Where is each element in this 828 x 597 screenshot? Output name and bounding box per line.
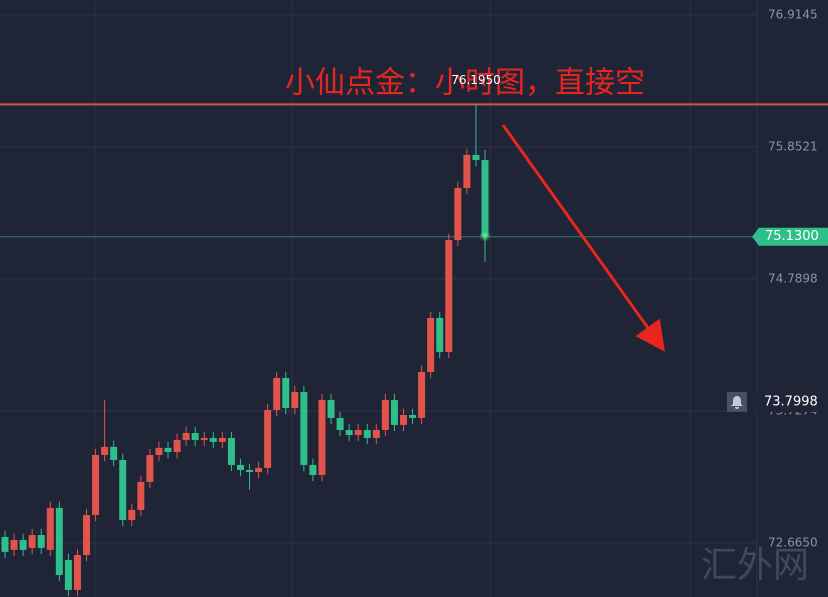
candle-body	[345, 430, 353, 435]
candle-body	[137, 481, 145, 510]
candle-body	[236, 464, 244, 471]
candle-body	[101, 446, 109, 455]
candle-body	[19, 539, 27, 550]
candle-body	[1, 536, 9, 552]
current-price-tag	[752, 227, 828, 246]
candle-body	[37, 535, 45, 548]
y-tick-label: 76.9145	[768, 7, 818, 21]
candle-body	[119, 459, 127, 520]
candle-body	[273, 377, 281, 411]
y-tick-label: 75.8521	[768, 139, 818, 153]
candle-body	[436, 317, 444, 352]
candle-body	[381, 399, 389, 431]
candle-body	[309, 464, 317, 475]
current-price-label: 75.1300	[765, 229, 819, 244]
candle-body	[472, 154, 480, 161]
candle-body	[255, 467, 263, 473]
candle-body	[390, 399, 398, 425]
candle-body	[227, 437, 235, 465]
candle-body	[291, 391, 299, 409]
y-tick-label: 74.7898	[768, 271, 818, 285]
y-tick-label: 72.6650	[768, 535, 818, 549]
candle-body	[363, 430, 371, 438]
candle-body	[445, 240, 453, 352]
candle-body	[327, 399, 335, 418]
candle-body	[10, 539, 18, 550]
annotation: 小仙点金：小时图，直接空	[285, 66, 645, 101]
watermark: 汇外网	[701, 545, 809, 586]
candle-body	[264, 410, 272, 468]
alert-tag	[727, 391, 828, 412]
candle-body	[409, 414, 417, 418]
candle-body	[28, 535, 36, 548]
candle-body	[372, 430, 380, 438]
candle-body	[146, 454, 154, 482]
candle-body	[55, 507, 63, 576]
candle-body	[83, 514, 91, 556]
candle-body	[182, 432, 190, 440]
alert-bell	[731, 395, 743, 409]
candle-body	[454, 187, 462, 241]
candle-body	[73, 555, 81, 590]
candle-body	[463, 154, 471, 188]
candle-body	[300, 391, 308, 465]
candle-body	[427, 317, 435, 372]
candle-body	[354, 430, 362, 435]
candle-body	[173, 439, 181, 453]
alert-label: 73.7998	[764, 394, 818, 409]
candle-body	[218, 437, 226, 442]
candle-body	[155, 447, 163, 455]
high-label: 76.1950	[451, 73, 501, 87]
candle-body	[336, 417, 344, 431]
candle-body	[46, 507, 54, 550]
candle-body	[399, 414, 407, 425]
candle-body	[128, 509, 136, 520]
candle-body	[318, 399, 326, 475]
candle-body	[64, 559, 72, 590]
candle-body	[200, 437, 208, 440]
last-price-glow	[479, 229, 491, 242]
candle-body	[110, 446, 118, 460]
candle-body	[282, 377, 290, 409]
candle-body	[92, 454, 100, 515]
candle-body	[191, 432, 199, 440]
candle-body	[164, 447, 172, 453]
candle-body	[209, 437, 217, 442]
candle-body	[246, 470, 254, 473]
candle-body	[418, 371, 426, 418]
down-arrow	[501, 124, 665, 352]
candle-body	[481, 160, 489, 236]
